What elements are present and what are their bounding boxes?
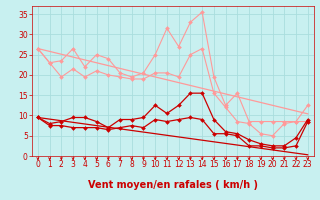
X-axis label: Vent moyen/en rafales ( km/h ): Vent moyen/en rafales ( km/h ) <box>88 180 258 190</box>
